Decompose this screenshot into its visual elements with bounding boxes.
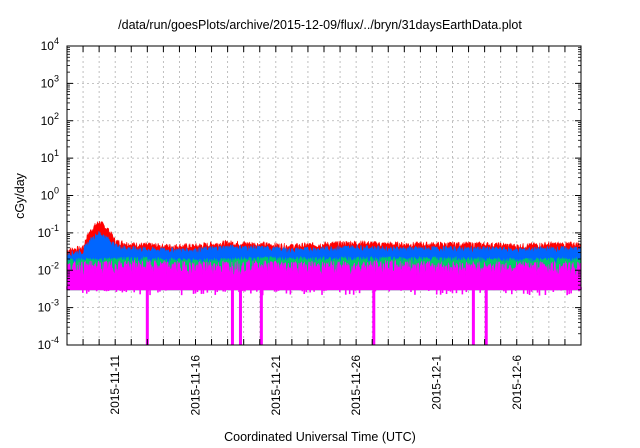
y-tick-label: 10-3: [38, 298, 59, 315]
y-tick-exponent: -1: [51, 223, 59, 233]
x-axis-label: Coordinated Universal Time (UTC): [224, 430, 416, 444]
series-dip: [471, 289, 475, 345]
chart-title: /data/run/goesPlots/archive/2015-12-09/f…: [118, 18, 522, 32]
x-tick-labels: 2015-11-11 2015-11-16 2015-11-21 2015-11-26…: [108, 355, 524, 416]
series-dip: [238, 289, 242, 345]
y-tick-label: 100: [41, 186, 59, 203]
y-tick-exponent: 4: [54, 36, 59, 46]
series-area-3: [66, 259, 582, 291]
plot-frame: [66, 45, 582, 346]
y-tick-exponent: -2: [51, 260, 59, 270]
x-tick-label: 2015-11-16: [189, 355, 203, 416]
series-dip: [145, 289, 149, 345]
y-tick-label: 10-1: [38, 223, 59, 240]
series-layer: [66, 221, 582, 345]
y-tick-label: 10-4: [38, 335, 59, 352]
y-tick-label: 102: [41, 111, 59, 128]
y-tick-exponent: -3: [51, 298, 59, 308]
x-tick-label: 2015-11-21: [269, 355, 283, 416]
series-dip: [372, 289, 376, 345]
x-tick-label: 2015-12-1: [429, 355, 443, 410]
y-tick-exponent: -4: [51, 335, 59, 345]
y-tick-exponent: 2: [54, 111, 59, 121]
x-tick-label: 2015-12-6: [510, 355, 524, 410]
grid-layer: [67, 46, 581, 345]
y-tick-exponent: 3: [54, 73, 59, 83]
x-tick-label: 2015-11-11: [108, 355, 122, 415]
series-dip: [484, 289, 488, 345]
y-tick-label: 101: [41, 148, 59, 165]
y-tick-exponent: 1: [54, 148, 59, 158]
axes-layer: [66, 45, 582, 346]
series-dip: [230, 289, 234, 345]
y-tick-label: 104: [41, 36, 59, 53]
y-tick-exponent: 0: [54, 186, 59, 196]
series-dip: [259, 289, 263, 345]
y-tick-label: 103: [41, 73, 59, 90]
y-axis-label: cGy/day: [13, 173, 27, 219]
x-tick-label: 2015-11-26: [349, 355, 363, 416]
y-tick-label: 10-2: [38, 260, 59, 277]
